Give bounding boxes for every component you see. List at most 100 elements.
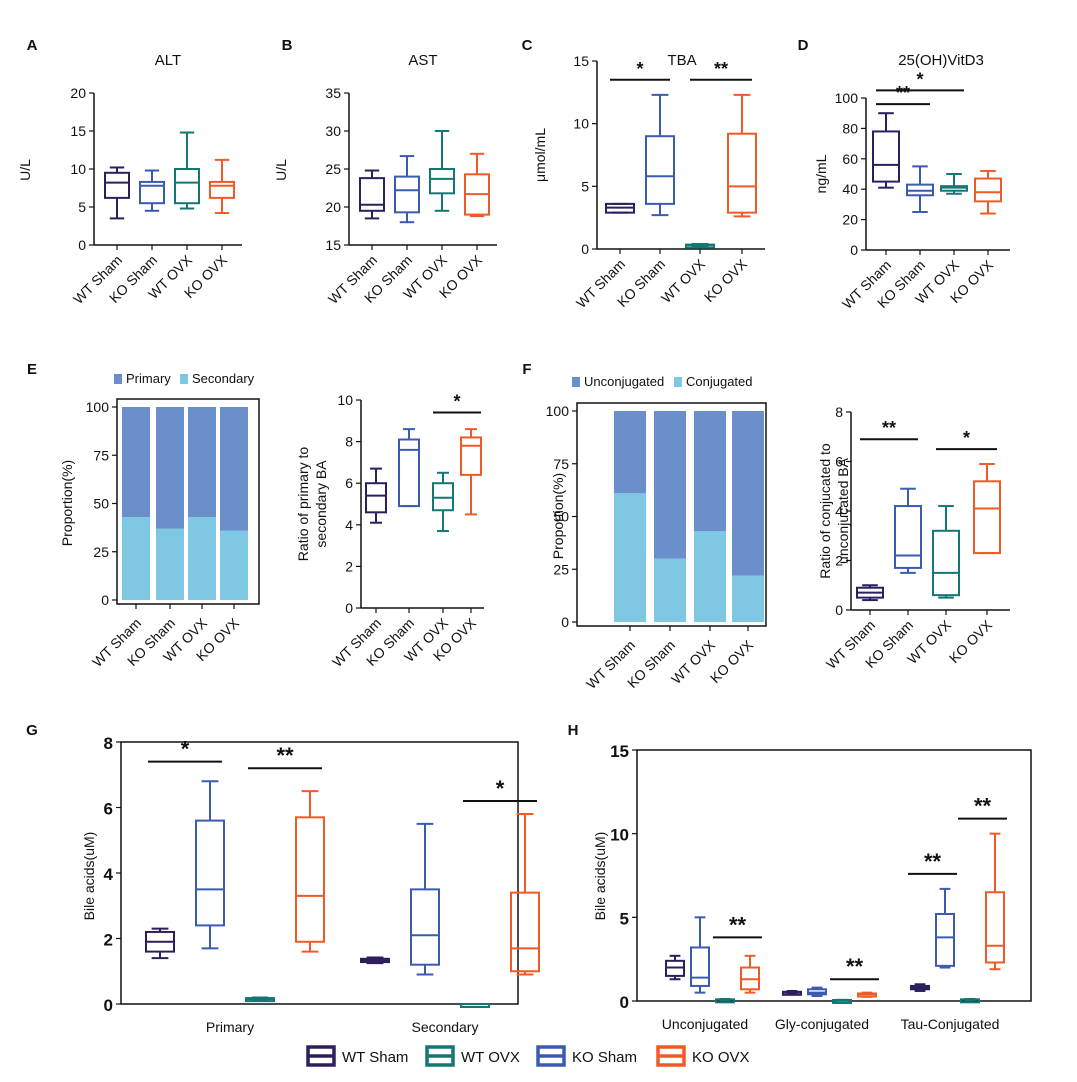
legend-item-ko-sham: KO Sham: [536, 1045, 637, 1067]
box-wt_ovx: [960, 997, 980, 1004]
significance-label: *: [181, 737, 190, 762]
y-tick-label: 5: [78, 199, 86, 215]
box-iqr: [645, 135, 675, 205]
panel-letter: G: [26, 722, 38, 739]
y-tick-label: 0: [850, 242, 858, 258]
box-iqr: [872, 130, 900, 183]
box-iqr: [410, 888, 440, 966]
y-tick-label: 15: [610, 742, 629, 761]
box-wt-ovx: [932, 505, 960, 599]
legend-item-ko-ovx: KO OVX: [656, 1045, 750, 1067]
y-axis-label: μmol/mL: [532, 128, 548, 182]
box-wt_sham: [665, 954, 685, 981]
y-tick-label: 5: [620, 909, 629, 928]
panel-title: TBA: [667, 52, 696, 69]
box-ko_sham: [410, 822, 440, 976]
plot-frame: [576, 402, 767, 627]
legend-label: Secondary: [192, 371, 255, 386]
legend-label: Unconjugated: [584, 374, 664, 389]
box-ko-sham: [906, 165, 934, 213]
significance-label: **: [924, 849, 942, 874]
box-iqr: [295, 816, 325, 943]
legend-label: WT OVX: [461, 1049, 520, 1066]
box-iqr: [894, 505, 922, 569]
box-wt_sham: [910, 983, 930, 992]
y-tick-label: 4: [835, 503, 843, 519]
box-wt_sham: [145, 927, 175, 960]
bar-conjugated: [614, 493, 646, 622]
figure-legend: WT Sham WT OVX KO Sham KO OVX: [306, 1045, 750, 1067]
y-tick-label: 15: [325, 237, 341, 253]
bar-unconjugated: [654, 411, 686, 559]
box-ko-ovx: [209, 158, 235, 215]
legend-label: KO Sham: [572, 1049, 637, 1066]
box-ko-sham: [394, 155, 420, 224]
significance-label: **: [896, 83, 910, 103]
y-tick-label: 15: [573, 53, 589, 69]
y-tick-label: 80: [842, 120, 858, 136]
box-wt-sham: [365, 467, 387, 524]
y-tick-label: 20: [842, 212, 858, 228]
box-ko_ovx: [295, 790, 325, 953]
y-tick-label: 25: [325, 161, 341, 177]
y-tick-label: 5: [581, 178, 589, 194]
y-axis-label: Bile acids(uM): [592, 832, 608, 921]
box-iqr: [690, 946, 710, 987]
bar-secondary: [188, 517, 216, 600]
y-tick-label: 40: [842, 181, 858, 197]
y-tick-label: 100: [86, 399, 110, 415]
y-axis-label: ng/mL: [813, 154, 829, 193]
significance-label: **: [846, 954, 864, 979]
box-iqr: [394, 175, 420, 214]
box-iqr: [104, 171, 130, 199]
y-tick-label: 20: [70, 85, 86, 101]
significance-label: *: [916, 69, 923, 89]
y-tick-label: 100: [546, 403, 570, 419]
box-iqr: [359, 177, 385, 212]
y-tick-label: 10: [70, 161, 86, 177]
box-ko-ovx: [973, 462, 1001, 555]
y-tick-label: 20: [325, 199, 341, 215]
significance-label: *: [453, 391, 460, 411]
panel-f2: 0 2 4 6 8 Ratio of conjucated to unconjucated …: [817, 404, 1010, 672]
y-tick-label: 50: [553, 509, 569, 525]
box-ko-sham: [894, 487, 922, 574]
y-tick-label: 75: [93, 447, 109, 463]
legend-item-wt-sham: WT Sham: [306, 1045, 408, 1067]
significance-label: **: [882, 418, 896, 438]
y-tick-label: 35: [325, 85, 341, 101]
box-iqr: [429, 168, 455, 195]
box-ko_sham: [807, 986, 827, 997]
significance-label: **: [729, 912, 747, 937]
legend-swatch: [674, 377, 682, 387]
box-ko_sham: [935, 887, 955, 969]
y-tick-label: 50: [93, 496, 109, 512]
box-ko-sham: [645, 93, 675, 217]
box-wt-sham: [872, 112, 900, 189]
panel-letter: H: [568, 722, 579, 739]
y-tick-label: 10: [573, 116, 589, 132]
legend-label: Conjugated: [686, 374, 753, 389]
box-ko-ovx: [974, 169, 1002, 215]
y-axis-label: secondary BA: [313, 460, 329, 548]
legend-label: KO OVX: [692, 1049, 750, 1066]
box-wt_sham: [360, 956, 390, 965]
bar-secondary: [156, 528, 184, 600]
x-tick-label: KO OVX: [707, 636, 757, 686]
y-tick-label: 8: [104, 734, 113, 753]
y-tick-label: 0: [561, 614, 569, 630]
box-wt-ovx: [174, 131, 200, 210]
box-ko_sham: [690, 916, 710, 994]
box-iqr: [974, 177, 1002, 203]
bar-primary: [188, 407, 216, 518]
box-wt_sham: [782, 989, 802, 996]
y-axis-label: Ratio of primary to: [295, 447, 311, 562]
box-iqr: [510, 891, 540, 973]
y-tick-label: 6: [345, 475, 353, 491]
x-category-label: Secondary: [412, 1019, 479, 1035]
y-tick-label: 8: [345, 434, 353, 450]
significance-label: **: [276, 743, 294, 768]
